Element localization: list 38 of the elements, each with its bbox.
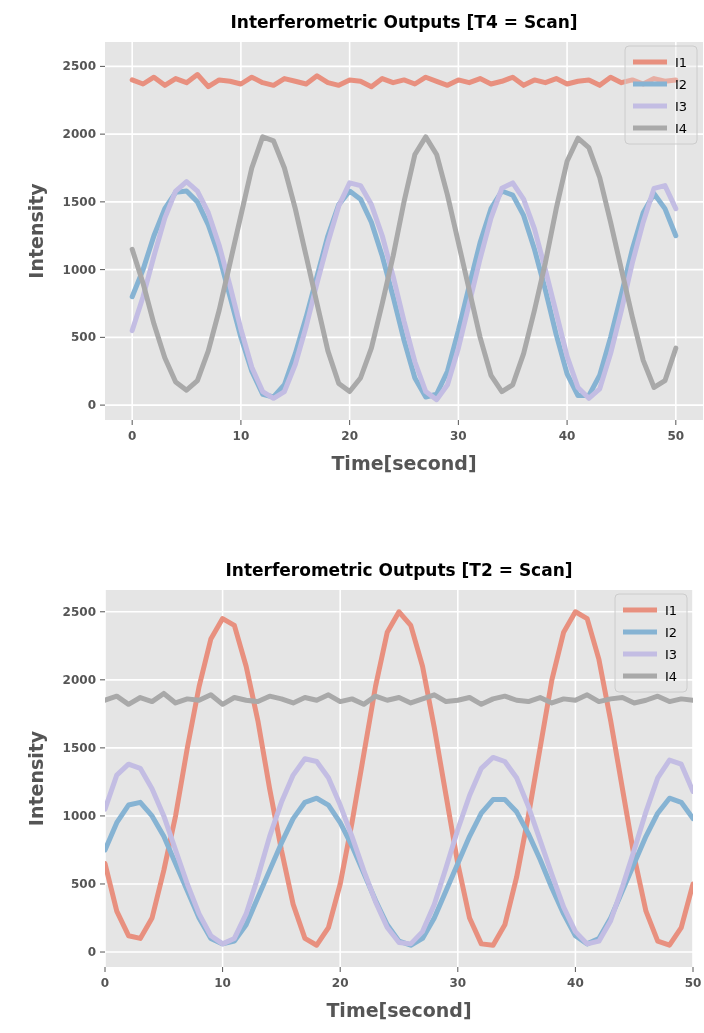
x-tick-label: 40 — [567, 976, 584, 990]
y-tick-label: 1500 — [62, 740, 96, 755]
legend-label: I4 — [665, 669, 678, 684]
y-tick-label: 1500 — [62, 194, 96, 209]
x-tick-label: 30 — [450, 429, 467, 443]
x-tick-label: 10 — [232, 429, 250, 443]
x-tick-label: 20 — [341, 429, 358, 443]
y-tick-label: 2000 — [62, 127, 96, 142]
x-tick-label: 20 — [331, 976, 349, 990]
x-axis-title: Time[second] — [331, 452, 477, 474]
x-tick-label: 10 — [214, 976, 231, 990]
legend-label: I2 — [675, 77, 688, 92]
x-tick-label: 0 — [128, 429, 137, 443]
legend-label: I3 — [665, 647, 678, 662]
y-tick-label: 2000 — [62, 672, 96, 687]
chart-title: Interferometric Outputs [T2 = Scan] — [225, 560, 573, 580]
x-tick-label: 30 — [449, 976, 467, 990]
y-tick-label: 0 — [87, 945, 96, 960]
chart-title: Interferometric Outputs [T4 = Scan] — [230, 12, 578, 32]
x-tick-label: 50 — [667, 429, 685, 443]
y-tick-label: 500 — [70, 330, 96, 345]
y-tick-label: 2500 — [62, 604, 96, 619]
y-axis-title: Intensity — [25, 182, 47, 279]
legend-label: I1 — [665, 603, 678, 618]
y-tick-label: 1000 — [62, 262, 96, 277]
legend-label: I2 — [665, 625, 678, 640]
legend-label: I3 — [675, 99, 688, 114]
y-tick-label: 500 — [70, 876, 96, 891]
x-tick-label: 40 — [558, 429, 576, 443]
y-tick-label: 0 — [87, 398, 96, 413]
legend-label: I1 — [675, 55, 688, 70]
x-axis-title: Time[second] — [326, 999, 472, 1021]
y-tick-label: 1000 — [62, 808, 96, 823]
x-tick-label: 50 — [684, 976, 702, 990]
x-tick-label: 0 — [100, 976, 110, 990]
y-axis-title: Intensity — [25, 730, 47, 827]
legend-label: I4 — [675, 121, 688, 136]
y-tick-label: 2500 — [62, 59, 96, 74]
